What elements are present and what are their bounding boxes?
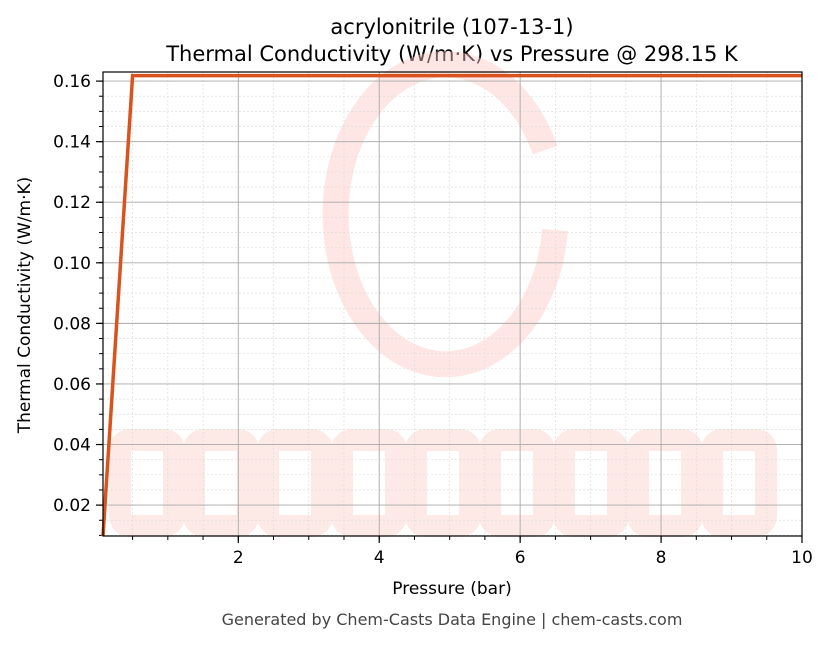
x-axis-label: Pressure (bar) <box>392 579 511 599</box>
series-line <box>101 73 802 537</box>
watermark-letter-shape <box>553 429 629 537</box>
footer-credit: Generated by Chem-Casts Data Engine | ch… <box>222 610 683 629</box>
watermark-logo <box>109 51 777 537</box>
x-tick-label: 10 <box>791 548 813 568</box>
chart-title: acrylonitrile (107-13-1) <box>330 15 573 39</box>
x-tick-label: 2 <box>233 548 244 568</box>
watermark-letter-shape <box>405 429 481 537</box>
watermark-letter-shape <box>701 429 777 537</box>
y-tick-label: 0.04 <box>53 436 91 456</box>
watermark-lettering <box>109 429 777 537</box>
watermark-letter-shape <box>479 429 555 537</box>
watermark-letter-shape <box>331 429 407 537</box>
y-tick-label: 0.12 <box>53 193 91 213</box>
watermark-ring <box>322 51 568 378</box>
watermark-letter-shape <box>257 429 333 537</box>
y-tick-label: 0.10 <box>53 254 91 274</box>
plot-frame <box>102 71 803 537</box>
y-axis-label: Thermal Conductivity (W/m·K) <box>15 177 35 435</box>
y-tick-label: 0.06 <box>53 375 91 395</box>
y-tick-label: 0.14 <box>53 133 91 153</box>
x-tick-label: 6 <box>515 548 526 568</box>
watermark-letter-shape <box>183 429 259 537</box>
x-tick-label: 8 <box>656 548 667 568</box>
y-tick-label: 0.08 <box>53 314 91 334</box>
x-tick-label: 4 <box>374 548 385 568</box>
chart-subtitle: Thermal Conductivity (W/m·K) vs Pressure… <box>165 42 739 66</box>
y-tick-label: 0.02 <box>53 496 91 516</box>
watermark-letter-shape <box>109 429 185 537</box>
watermark-letter-shape <box>627 429 703 537</box>
y-tick-label: 0.16 <box>53 72 91 92</box>
